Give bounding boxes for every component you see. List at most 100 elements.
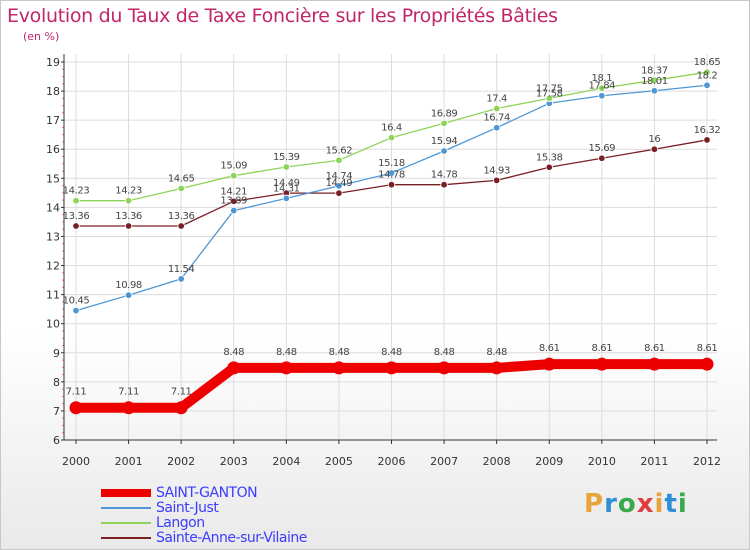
data-point-saint-just	[650, 87, 659, 95]
y-tick-label: 13	[46, 230, 60, 243]
y-tick-label: 19	[46, 56, 60, 69]
x-tick-label: 2008	[483, 455, 511, 468]
logo-letter: P	[584, 489, 605, 519]
logo-letter: r	[604, 489, 618, 519]
data-point-langon	[440, 119, 448, 128]
data-point-sainte-anne-sur-vilaine	[650, 145, 659, 153]
x-tick-label: 2007	[430, 455, 458, 468]
data-label-saint-ganton: 7.11	[171, 387, 192, 398]
data-label-langon: 18.1	[591, 73, 612, 84]
data-point-saint-ganton	[595, 357, 609, 371]
unit-label: (en %)	[23, 30, 60, 43]
legend-label: Sainte-Anne-sur-Vilaine	[156, 530, 307, 546]
data-point-sainte-anne-sur-vilaine	[598, 154, 606, 162]
data-label-sainte-anne-sur-vilaine: 14.21	[220, 186, 247, 197]
data-point-langon	[177, 184, 185, 193]
data-point-saint-just	[492, 124, 501, 132]
y-tick-label: 18	[46, 85, 60, 98]
data-label-saint-ganton: 8.61	[697, 343, 718, 354]
data-label-sainte-anne-sur-vilaine: 13.36	[63, 211, 90, 222]
data-label-saint-just: 14.74	[326, 171, 353, 182]
x-tick-label: 2004	[272, 455, 300, 468]
data-point-saint-just	[282, 194, 291, 203]
axes: 6 7 8 9 10 11 12 13 14 15 16 17 18 19 2000 2001 2002 2003…	[46, 54, 721, 468]
data-point-sainte-anne-sur-vilaine	[335, 189, 343, 197]
data-label-saint-just: 17.84	[589, 81, 616, 92]
series	[69, 68, 714, 415]
x-tick-label: 2000	[62, 455, 90, 468]
data-point-langon	[598, 84, 606, 92]
grid	[64, 54, 717, 441]
x-tick-label: 2006	[378, 455, 406, 468]
data-point-saint-just	[230, 206, 238, 215]
data-point-saint-just	[124, 291, 133, 299]
x-tick-label: 2011	[640, 455, 668, 468]
data-point-saint-just	[387, 169, 396, 177]
x-tick-label: 2010	[588, 455, 616, 468]
data-point-saint-ganton	[279, 361, 293, 375]
data-point-saint-just	[335, 182, 343, 190]
x-tick-label: 2009	[535, 455, 563, 468]
data-label-saint-just: 18.01	[641, 76, 668, 87]
proxiti-logo: Proxiti	[584, 489, 688, 519]
data-label-langon: 15.62	[326, 145, 353, 156]
chart-title: Evolution du Taux de Taxe Foncière sur l…	[7, 5, 558, 27]
y-tick-label: 7	[53, 405, 60, 418]
data-point-saint-ganton	[227, 361, 241, 375]
data-labels: 13.36 13.36 13.36 14.21 14.49 14.49 14.78 14.78…	[63, 57, 721, 398]
data-label-saint-just: 14.31	[273, 183, 300, 194]
data-label-sainte-anne-sur-vilaine: 14.93	[483, 165, 510, 176]
legend-label: Langon	[156, 515, 205, 531]
legend-swatch-saint-ganton	[101, 489, 151, 497]
y-tick-label: 14	[46, 201, 60, 214]
data-label-sainte-anne-sur-vilaine: 14.78	[378, 170, 405, 181]
data-point-sainte-anne-sur-vilaine	[492, 176, 501, 185]
data-label-saint-just: 10.98	[115, 280, 142, 291]
legend-label: SAINT-GANTON	[156, 485, 258, 501]
data-label-saint-ganton: 8.48	[381, 347, 402, 358]
data-label-langon: 15.09	[220, 161, 247, 172]
data-label-saint-ganton: 7.11	[118, 387, 139, 398]
y-tick-label: 6	[53, 434, 60, 447]
data-point-langon	[335, 156, 343, 164]
logo-letter: t	[664, 489, 678, 519]
logo-letter: i	[677, 489, 688, 519]
data-label-langon: 17.75	[536, 83, 563, 94]
y-tick-label: 15	[46, 172, 60, 185]
data-label-saint-just: 15.18	[378, 158, 405, 169]
data-point-saint-ganton	[385, 361, 398, 375]
data-label-saint-just: 11.54	[168, 264, 195, 275]
data-point-sainte-anne-sur-vilaine	[177, 222, 185, 230]
data-point-sainte-anne-sur-vilaine	[440, 181, 448, 189]
data-label-sainte-anne-sur-vilaine: 15.69	[589, 143, 616, 154]
data-point-langon	[230, 171, 238, 180]
y-tick-label: 10	[46, 318, 60, 331]
data-point-saint-just	[177, 275, 185, 283]
data-point-sainte-anne-sur-vilaine	[230, 197, 238, 205]
data-point-saint-ganton	[69, 401, 83, 415]
data-point-sainte-anne-sur-vilaine	[545, 163, 553, 171]
data-point-langon	[545, 94, 553, 103]
data-point-langon	[124, 196, 133, 205]
data-point-saint-ganton	[174, 401, 188, 415]
data-label-langon: 14.23	[63, 186, 90, 197]
y-tick-label: 11	[46, 289, 60, 302]
logo-letter: x	[636, 489, 655, 519]
x-tick-label: 2002	[167, 455, 195, 468]
data-point-saint-just	[440, 147, 448, 155]
data-point-saint-ganton	[122, 401, 136, 415]
legend-swatch-sainte-anne	[101, 537, 151, 539]
data-point-saint-just	[703, 81, 711, 89]
legend-swatch-langon	[101, 522, 151, 524]
data-point-sainte-anne-sur-vilaine	[387, 181, 396, 189]
data-label-langon: 18.37	[641, 65, 668, 76]
data-label-sainte-anne-sur-vilaine: 13.36	[168, 211, 195, 222]
data-label-saint-ganton: 8.48	[434, 347, 455, 358]
data-point-saint-ganton	[490, 361, 504, 375]
data-label-saint-just: 13.89	[220, 196, 247, 207]
y-tick-label: 16	[46, 143, 60, 156]
data-label-saint-just: 16.74	[483, 113, 510, 124]
data-label-langon: 17.4	[486, 94, 507, 105]
data-point-saint-ganton	[647, 357, 661, 371]
